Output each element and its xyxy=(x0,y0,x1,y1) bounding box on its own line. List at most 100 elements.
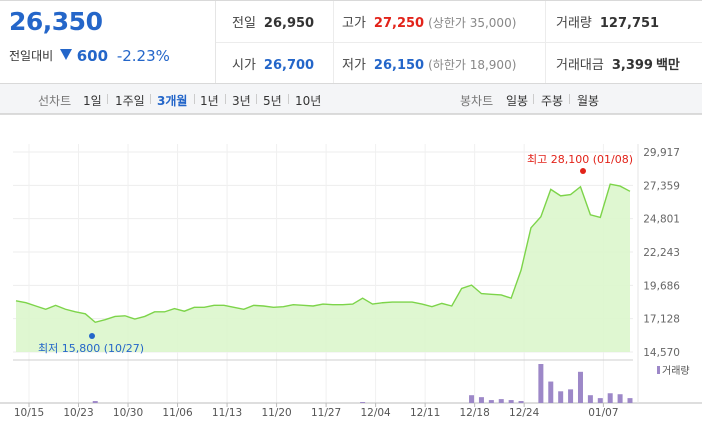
period-3m[interactable]: 3개월 xyxy=(157,94,188,108)
max-point-marker xyxy=(580,168,586,174)
y-tick-label: 14,570 xyxy=(643,347,680,359)
max-label: 최고 28,100 (01/08) xyxy=(527,153,633,166)
x-tick-label: 12/11 xyxy=(410,407,440,419)
change-row: 전일대비 600 -2.23% xyxy=(9,47,170,65)
period-5y[interactable]: 5년 xyxy=(263,94,282,108)
min-label: 최저 15,800 (10/27) xyxy=(38,342,144,355)
y-axis: 29,917 27,359 24,801 22,243 19,686 17,128 14,5… xyxy=(643,147,680,359)
volume-bar xyxy=(508,400,514,403)
y-tick-label: 17,128 xyxy=(643,314,680,326)
candle-daily[interactable]: 일봉 xyxy=(506,94,529,108)
price-box: 26,350 전일대비 600 -2.23% xyxy=(0,1,216,83)
separator xyxy=(569,94,570,104)
low-cell: 저가 26,150 (하한가 18,900) xyxy=(342,54,516,73)
volume-bar xyxy=(538,364,544,403)
volume-value: 127,751 xyxy=(599,16,660,31)
volume-bar xyxy=(558,391,564,403)
volume-legend-label: 거래량 xyxy=(662,365,690,377)
lower-limit: (하한가 18,900) xyxy=(428,58,517,72)
period-1w[interactable]: 1주일 xyxy=(115,94,145,108)
volume-bar xyxy=(568,389,574,403)
open-cell: 시가 26,700 xyxy=(232,54,314,73)
period-1y[interactable]: 1년 xyxy=(200,94,219,108)
chart-period-toolbar: 선차트 1일 1주일 3개월 1년 3년 5년 10년 봉차트 일봉 주봉 월봉 xyxy=(0,84,702,114)
y-tick-label: 29,917 xyxy=(643,147,680,159)
separator xyxy=(533,94,534,104)
x-tick-label: 11/20 xyxy=(261,407,291,419)
turnover-unit: 백만 xyxy=(655,58,680,73)
upper-limit: (상한가 35,000) xyxy=(428,16,517,30)
y-tick-label: 24,801 xyxy=(643,214,680,226)
candle-weekly[interactable]: 주봉 xyxy=(541,94,564,108)
separator xyxy=(194,94,195,104)
volume-bar xyxy=(607,393,613,403)
x-tick-label: 12/04 xyxy=(360,407,391,419)
separator xyxy=(288,94,289,104)
down-triangle-icon xyxy=(59,49,72,60)
volume-bar xyxy=(587,395,593,403)
separator xyxy=(107,94,108,104)
x-tick-label: 11/13 xyxy=(212,407,242,419)
x-tick-label: 01/07 xyxy=(588,407,618,419)
low-label: 저가 xyxy=(342,58,366,73)
high-value: 27,250 xyxy=(373,16,425,31)
volume-bar xyxy=(518,401,524,403)
quote-panel: 26,350 전일대비 600 -2.23% 전일 26,950 고가 27,250… xyxy=(0,0,702,84)
x-tick-label: 11/06 xyxy=(162,407,193,419)
high-cell: 고가 27,250 (상한가 35,000) xyxy=(342,12,516,31)
low-value: 26,150 xyxy=(373,58,425,73)
period-10y[interactable]: 10년 xyxy=(295,94,322,108)
high-label: 고가 xyxy=(342,16,366,31)
volume-bar xyxy=(498,399,504,403)
x-tick-label: 11/27 xyxy=(311,407,341,419)
y-tick-label: 19,686 xyxy=(643,280,680,292)
period-1d[interactable]: 1일 xyxy=(83,94,102,108)
price-line xyxy=(15,183,631,324)
separator xyxy=(256,94,257,104)
volume-bar xyxy=(92,401,98,403)
volume-bar xyxy=(469,395,475,403)
period-3y[interactable]: 3년 xyxy=(232,94,251,108)
line-chart-label: 선차트 xyxy=(38,94,72,108)
x-tick-label: 12/18 xyxy=(460,407,490,419)
price-area-fill xyxy=(16,184,630,352)
turnover-label: 거래대금 xyxy=(556,58,604,73)
volume-bars xyxy=(92,364,633,403)
separator xyxy=(150,94,151,104)
x-tick-label: 10/15 xyxy=(14,407,44,419)
volume-label: 거래량 xyxy=(556,16,592,31)
current-price: 26,350 xyxy=(9,7,103,36)
volume-bar xyxy=(617,394,623,403)
divider xyxy=(216,42,702,43)
turnover-cell: 거래대금 3,399 백만 xyxy=(556,54,680,73)
change-percent: -2.23% xyxy=(116,47,170,65)
open-value: 26,700 xyxy=(263,58,315,73)
volume-bar xyxy=(577,371,583,403)
volume-bar xyxy=(548,381,554,403)
prev-close-value: 26,950 xyxy=(263,16,315,31)
volume-bar xyxy=(478,397,484,403)
prev-close-cell: 전일 26,950 xyxy=(232,12,314,31)
prev-close-label: 전일 xyxy=(232,16,256,31)
volume-bar xyxy=(627,398,633,403)
price-chart: 29,917 27,359 24,801 22,243 19,686 17,128 14,5… xyxy=(0,114,702,441)
candle-chart-label: 봉차트 xyxy=(460,94,494,108)
turnover-value: 3,399 xyxy=(611,58,653,73)
volume-legend-swatch xyxy=(657,366,660,374)
volume-cell: 거래량 127,751 xyxy=(556,12,659,31)
x-tick-label: 12/24 xyxy=(509,407,540,419)
volume-bar xyxy=(488,400,494,403)
y-tick-label: 22,243 xyxy=(643,247,680,259)
y-tick-label: 27,359 xyxy=(643,180,680,192)
candle-monthly[interactable]: 월봉 xyxy=(577,94,600,108)
open-label: 시가 xyxy=(232,58,256,73)
x-tick-label: 10/30 xyxy=(113,407,143,419)
min-point-marker xyxy=(89,333,95,339)
separator xyxy=(225,94,226,104)
change-amount: 600 xyxy=(76,47,109,65)
volume-bar xyxy=(597,398,603,403)
x-tick-label: 10/23 xyxy=(63,407,93,419)
volume-bar xyxy=(360,402,366,403)
x-axis: 10/15 10/23 10/30 11/06 11/13 11/20 11/27 12/04… xyxy=(14,403,619,419)
change-label: 전일대비 xyxy=(9,49,54,63)
